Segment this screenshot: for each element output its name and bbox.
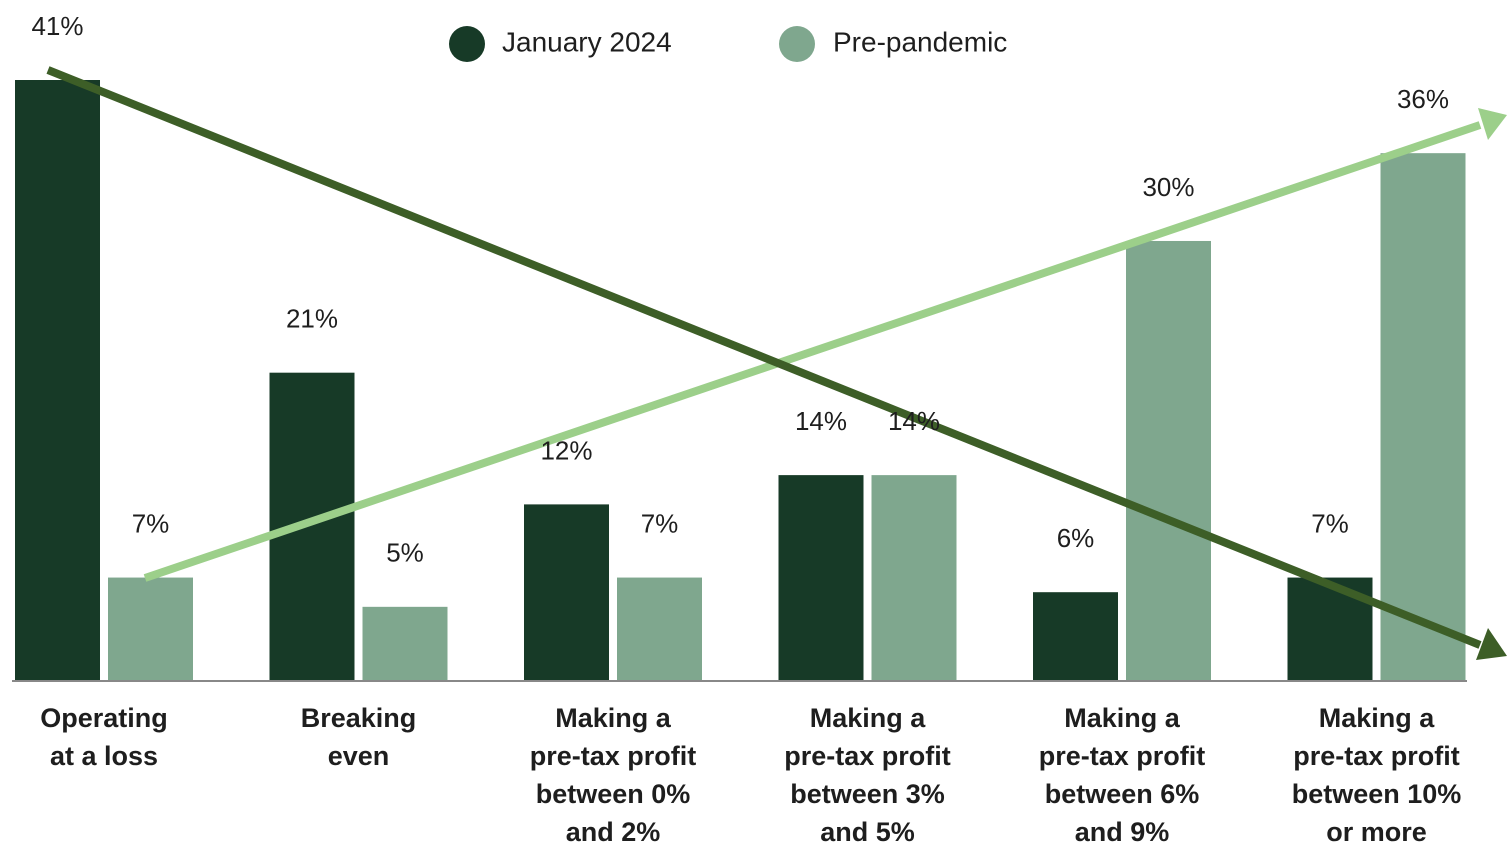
value-label: 30% — [1142, 172, 1194, 202]
bar — [108, 577, 193, 680]
value-label: 36% — [1397, 84, 1449, 114]
bar — [778, 475, 864, 680]
bar — [362, 606, 448, 680]
x-tick-label: pre-tax profit — [784, 741, 951, 771]
value-label: 7% — [132, 508, 170, 538]
value-label: 12% — [540, 435, 592, 465]
legend-swatch — [779, 26, 815, 62]
x-tick-label: or more — [1326, 817, 1427, 847]
x-tick-label: and 2% — [566, 817, 661, 847]
bar — [1126, 240, 1211, 680]
bar — [1380, 153, 1466, 681]
legend-label: January 2024 — [502, 26, 672, 57]
legend-swatch — [449, 26, 485, 62]
value-label: 5% — [386, 538, 424, 568]
x-tick-label: Making a — [810, 703, 927, 733]
value-label: 41% — [31, 11, 83, 41]
value-label: 7% — [1311, 508, 1349, 538]
bar — [617, 577, 702, 680]
legend-label: Pre-pandemic — [833, 26, 1007, 57]
x-tick-label: between 0% — [536, 779, 691, 809]
value-label: 7% — [641, 508, 679, 538]
value-label: 14% — [795, 406, 847, 436]
rising-arrow — [143, 121, 1482, 582]
x-tick-label: even — [328, 741, 390, 771]
x-tick-label: Making a — [1064, 703, 1181, 733]
bar — [15, 80, 100, 680]
bar — [524, 504, 609, 680]
x-tick-label: Breaking — [301, 703, 417, 733]
falling-arrow-head — [1476, 628, 1507, 660]
x-tick-label: Making a — [555, 703, 672, 733]
x-tick-label: pre-tax profit — [1039, 741, 1206, 771]
value-label: 6% — [1057, 523, 1095, 553]
plot — [15, 80, 1466, 681]
rising-arrow-head — [1478, 108, 1507, 140]
x-tick-label: at a loss — [50, 741, 158, 771]
bar — [1033, 592, 1118, 680]
x-tick-label: and 9% — [1075, 817, 1170, 847]
value-label: 14% — [888, 406, 940, 436]
x-tick-label: between 6% — [1045, 779, 1200, 809]
x-tick-label: Making a — [1319, 703, 1436, 733]
bar — [269, 372, 355, 680]
x-tick-label: Operating — [40, 703, 168, 733]
x-tick-label: between 10% — [1292, 779, 1462, 809]
falling-arrow — [46, 66, 1482, 649]
x-tick-label: between 3% — [790, 779, 945, 809]
x-tick-label: pre-tax profit — [530, 741, 697, 771]
x-tick-label: pre-tax profit — [1293, 741, 1460, 771]
trend-arrows — [46, 66, 1507, 660]
value-label: 21% — [286, 304, 338, 334]
bar — [871, 475, 957, 680]
x-tick-label: and 5% — [820, 817, 915, 847]
